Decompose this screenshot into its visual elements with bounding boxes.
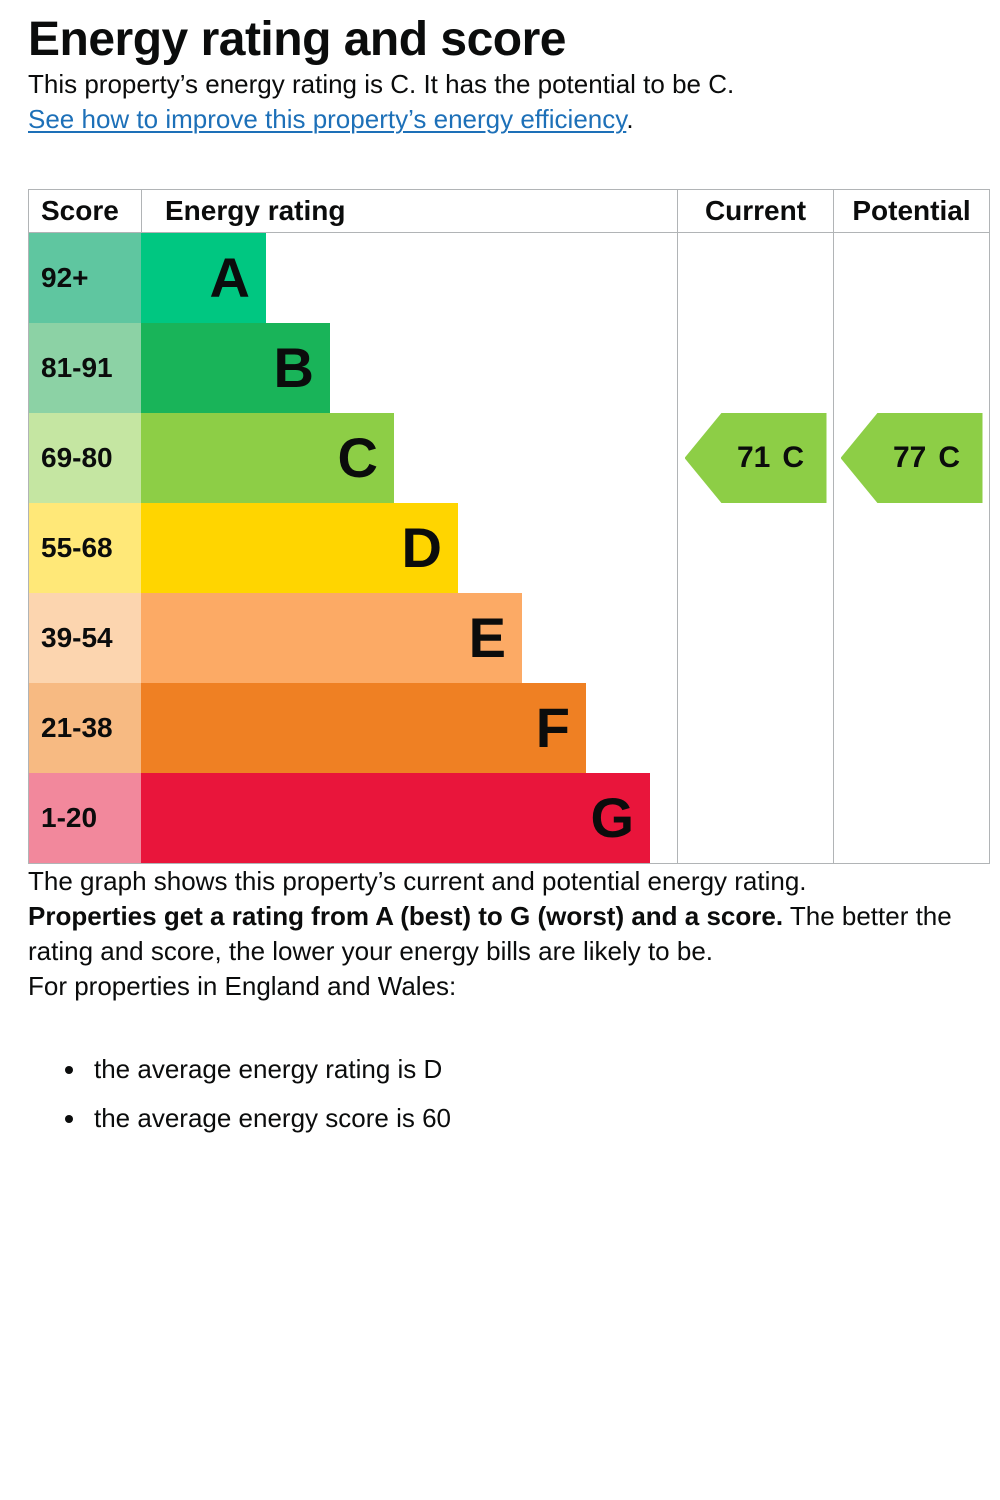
intro-text: This property’s energy rating is C. It h…	[28, 68, 735, 99]
epc-bar-cell-d: D	[141, 502, 677, 593]
epc-current-cell-d	[677, 502, 833, 593]
epc-bar-cell-e: E	[141, 592, 677, 683]
epc-header-potential: Potential	[833, 189, 989, 233]
epc-current-cell-e	[677, 592, 833, 683]
epc-band-bar-c: C	[141, 412, 394, 503]
epc-score-cell-a: 92+	[29, 232, 141, 323]
current-band-letter: C	[782, 440, 805, 474]
epc-header-energy-rating: Energy rating	[141, 189, 677, 233]
improve-link-suffix: .	[626, 103, 634, 134]
potential-rating-arrow: 77 C	[840, 412, 983, 503]
epc-bar-cell-b: B	[141, 322, 677, 413]
epc-band-bar-f: F	[141, 682, 586, 773]
epc-potential-cell-a	[833, 232, 989, 323]
rating-explainer-bold: Properties get a rating from A (best) to…	[28, 901, 784, 932]
current-score: 71	[736, 440, 771, 474]
epc-current-cell-b	[677, 322, 833, 413]
average-stats-list: the average energy rating is D the averag…	[28, 1052, 988, 1136]
epc-bar-cell-g: G	[141, 772, 677, 863]
rating-explainer: Properties get a rating from A (best) to…	[28, 899, 988, 969]
rating-explainer-rest: The better the rating and score, the low…	[28, 901, 952, 967]
list-item: the average energy rating is D	[88, 1052, 988, 1087]
epc-potential-cell-d	[833, 502, 989, 593]
epc-current-cell-f	[677, 682, 833, 773]
epc-bar-cell-c: C	[141, 412, 677, 503]
improve-link-row: See how to improve this property’s energ…	[28, 102, 988, 137]
epc-potential-cell-g	[833, 772, 989, 863]
region-heading: For properties in England and Wales:	[28, 971, 457, 1002]
epc-potential-cell-c: 77 C	[833, 412, 989, 503]
epc-potential-cell-b	[833, 322, 989, 413]
potential-score: 77	[892, 440, 927, 474]
epc-score-cell-f: 21-38	[29, 682, 141, 773]
page: Energy rating and score This property’s …	[28, 13, 990, 1137]
epc-score-cell-e: 39-54	[29, 592, 141, 683]
epc-score-cell-c: 69-80	[29, 412, 141, 503]
epc-table: Score Energy rating Current Potential 92+ A 81…	[28, 188, 990, 864]
epc-current-cell-c: 71 C	[677, 412, 833, 503]
potential-band-letter: C	[938, 440, 961, 474]
page-title: Energy rating and score	[28, 13, 567, 66]
epc-potential-cell-f	[833, 682, 989, 773]
epc-band-bar-e: E	[141, 592, 522, 683]
epc-header-score: Score	[29, 189, 141, 233]
epc-potential-cell-e	[833, 592, 989, 683]
improve-link[interactable]: See how to improve this property’s energ…	[28, 103, 627, 134]
epc-score-cell-g: 1-20	[29, 772, 141, 863]
epc-bar-cell-a: A	[141, 232, 677, 323]
epc-current-cell-g	[677, 772, 833, 863]
epc-score-cell-d: 55-68	[29, 502, 141, 593]
epc-band-bar-d: D	[141, 502, 458, 593]
epc-current-cell-a	[677, 232, 833, 323]
epc-header-current: Current	[677, 189, 833, 233]
graph-caption: The graph shows this property’s current …	[28, 865, 807, 896]
epc-band-bar-b: B	[141, 322, 330, 413]
epc-bar-cell-f: F	[141, 682, 677, 773]
epc-band-bar-g: G	[141, 772, 650, 863]
epc-band-bar-a: A	[141, 232, 266, 323]
list-item: the average energy score is 60	[88, 1101, 988, 1136]
epc-score-cell-b: 81-91	[29, 322, 141, 413]
current-rating-arrow: 71 C	[684, 412, 827, 503]
